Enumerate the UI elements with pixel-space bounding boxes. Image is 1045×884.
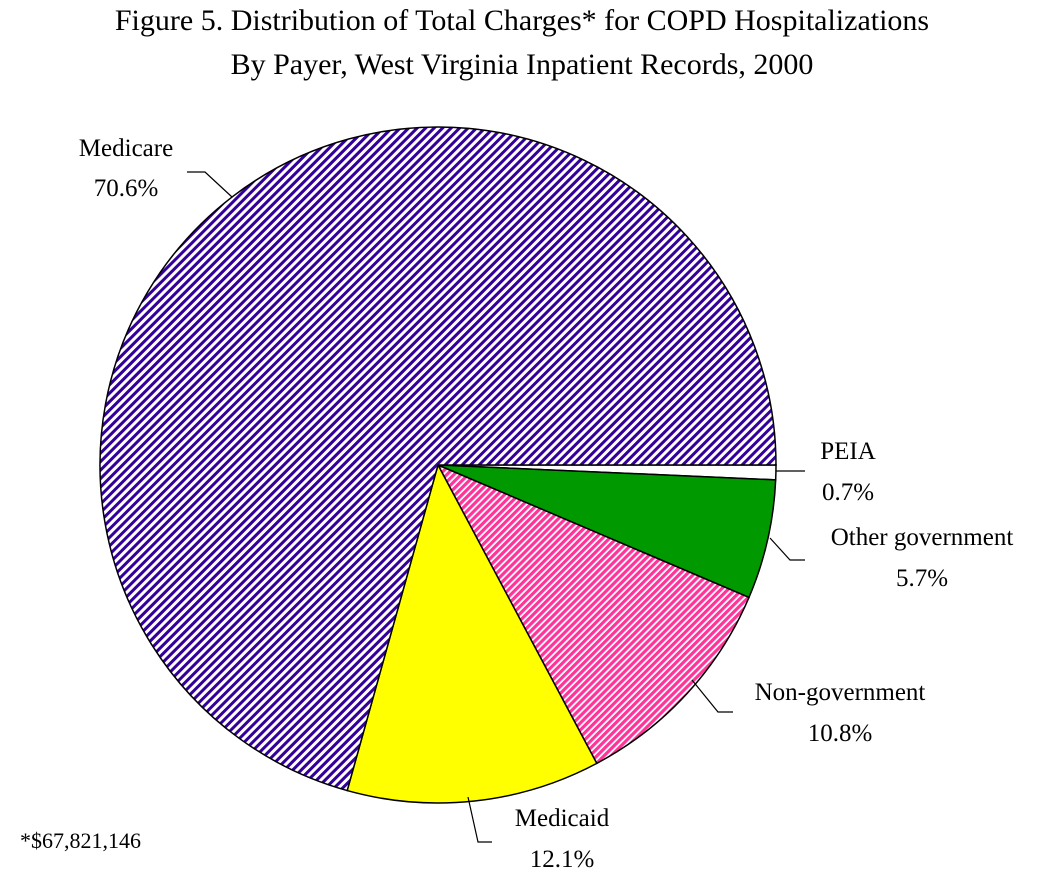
slice-value-non-government: 10.8% bbox=[808, 720, 873, 747]
slice-label-medicaid: Medicaid bbox=[515, 805, 610, 832]
slice-value-medicare: 70.6% bbox=[94, 175, 159, 202]
pie-slices bbox=[99, 126, 777, 804]
leader-lines bbox=[187, 171, 805, 843]
chart-title: Figure 5. Distribution of Total Charges*… bbox=[115, 4, 929, 37]
slice-medicare bbox=[99, 126, 777, 792]
slice-value-other-government: 5.7% bbox=[896, 565, 948, 592]
slice-value-medicaid: 12.1% bbox=[530, 846, 595, 873]
slice-label-non-government: Non-government bbox=[755, 679, 926, 706]
leader-line-other-government bbox=[769, 537, 805, 561]
footnote-total-charges: *$67,821,146 bbox=[20, 828, 141, 853]
slice-non-government bbox=[436, 463, 750, 765]
chart-subtitle: By Payer, West Virginia Inpatient Record… bbox=[231, 48, 814, 81]
leader-line-medicaid bbox=[467, 796, 492, 843]
slice-label-medicare: Medicare bbox=[79, 135, 173, 162]
leader-line-non-government bbox=[691, 679, 733, 713]
slice-value-peia: 0.7% bbox=[822, 479, 874, 506]
slice-label-peia: PEIA bbox=[820, 438, 876, 465]
slice-medicaid bbox=[346, 462, 598, 804]
slice-label-other-government: Other government bbox=[831, 524, 1014, 551]
leader-line-medicare bbox=[187, 171, 233, 198]
